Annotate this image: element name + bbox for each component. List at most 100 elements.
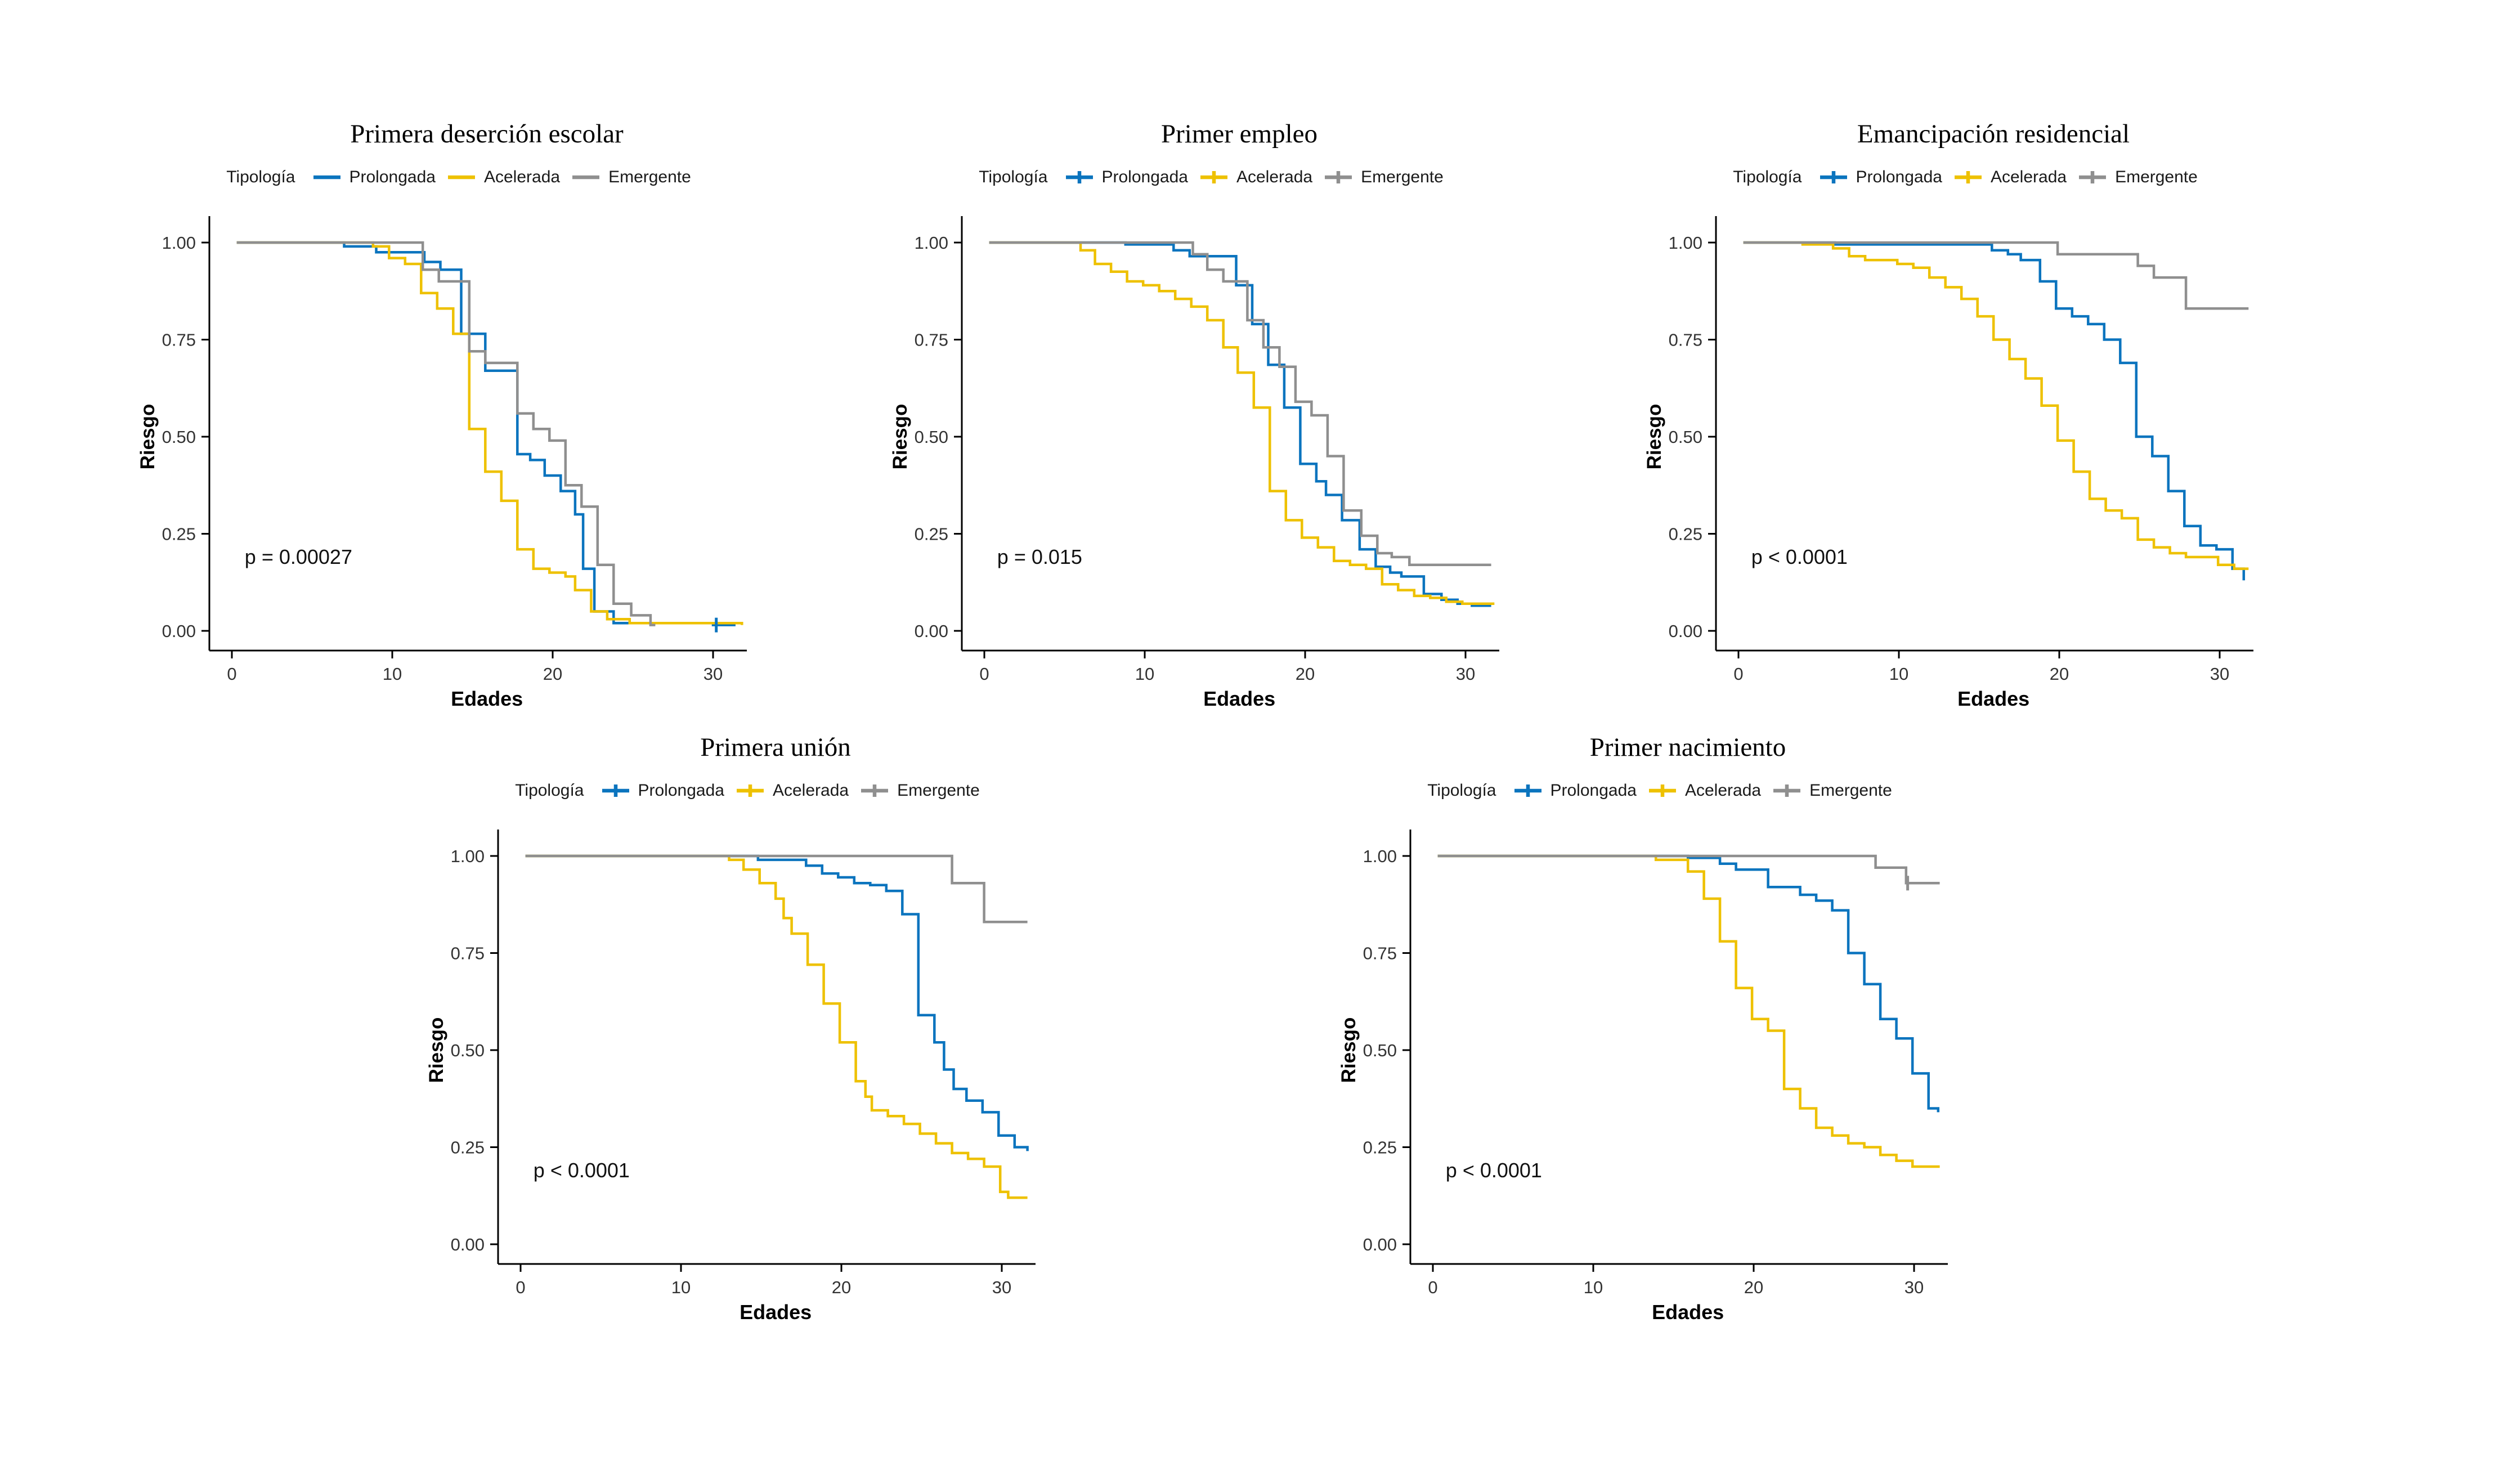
curve-prolongada bbox=[525, 854, 1029, 1151]
legend-title: Tipología bbox=[979, 168, 1048, 186]
curve-emergente bbox=[236, 241, 656, 626]
legend-entry-label: Emergente bbox=[1809, 781, 1892, 800]
y-tick-label: 0.25 bbox=[1363, 1138, 1397, 1158]
survival-plot: 1.00 0.75 0.50 0.25 0.00 0 10 20 30 Riesgo Edades p… bbox=[137, 216, 747, 710]
legend-key-line-cross-icon bbox=[1325, 171, 1352, 183]
legend: Tipología Prolongada Acelerada Emergente bbox=[1654, 165, 2277, 190]
y-tick-label: 0.25 bbox=[915, 524, 948, 544]
legend-key-line-icon bbox=[447, 175, 475, 180]
legend: Tipología Prolongada Acelerada Emergente bbox=[147, 165, 770, 190]
y-tick-label: 1.00 bbox=[915, 233, 948, 253]
x-tick-label: 30 bbox=[1456, 664, 1475, 684]
panel-primera-desercion-escolar: Primera deserción escolar Tipología Prol… bbox=[125, 113, 778, 727]
legend-key-line-icon bbox=[572, 175, 600, 180]
x-tick-label: 0 bbox=[516, 1277, 525, 1297]
y-tick-label: 0.75 bbox=[1669, 330, 1702, 350]
legend-item-emergente: Emergente bbox=[570, 168, 691, 187]
y-tick-label: 1.00 bbox=[1363, 846, 1397, 866]
legend-title: Tipología bbox=[1427, 781, 1496, 800]
y-tick-label: 0.50 bbox=[1669, 427, 1702, 447]
p-value-label: p < 0.0001 bbox=[1751, 545, 1848, 568]
legend-entry-label: Emergente bbox=[897, 781, 980, 800]
x-tick-label: 0 bbox=[227, 664, 236, 684]
x-tick-label: 10 bbox=[1889, 664, 1908, 684]
y-axis-title: Riesgo bbox=[1643, 404, 1665, 470]
curve-acelerada bbox=[1743, 241, 2249, 570]
y-tick-label: 0.50 bbox=[1363, 1041, 1397, 1060]
panel-title: Primer nacimiento bbox=[1589, 733, 1786, 762]
legend-items: Prolongada Acelerada Emergente bbox=[301, 168, 691, 187]
legend: Tipología Prolongada Acelerada Emergente bbox=[436, 778, 1059, 803]
y-tick-label: 0.25 bbox=[451, 1138, 485, 1158]
x-tick-label: 30 bbox=[992, 1277, 1011, 1297]
y-axis-title: Riesgo bbox=[137, 404, 159, 470]
y-tick-label: 0.00 bbox=[1669, 621, 1702, 641]
survival-plot: 1.00 0.75 0.50 0.25 0.00 0 10 20 30 Riesgo Edades p… bbox=[1338, 830, 1948, 1324]
legend-entry-label: Acelerada bbox=[1684, 781, 1762, 800]
survival-plot: 1.00 0.75 0.50 0.25 0.00 0 10 20 30 Riesgo Edades p… bbox=[425, 830, 1036, 1324]
y-axis-title: Riesgo bbox=[889, 404, 911, 470]
x-axis-title: Edades bbox=[1957, 687, 2029, 710]
x-tick-label: 0 bbox=[1428, 1277, 1437, 1297]
legend-entry-label: Emergente bbox=[2115, 168, 2198, 186]
legend-item-acelerada: Acelerada bbox=[1198, 168, 1312, 187]
legend-key-line-cross-icon bbox=[1648, 784, 1676, 797]
legend-entry-label: Emergente bbox=[1361, 168, 1444, 186]
curve-acelerada bbox=[989, 241, 1495, 605]
panel-emancipacion-residencial: Emancipación residencial Tipología Prolo… bbox=[1632, 113, 2284, 727]
y-tick-label: 0.00 bbox=[915, 621, 948, 641]
legend-key-line-cross-icon bbox=[1820, 171, 1847, 183]
x-tick-label: 10 bbox=[1584, 1277, 1603, 1297]
legend-entry-label: Acelerada bbox=[1990, 168, 2067, 186]
legend-title: Tipología bbox=[1733, 168, 1802, 186]
legend-entry-label: Prolongada bbox=[1856, 168, 1942, 186]
legend-title: Tipología bbox=[226, 168, 295, 186]
legend-item-emergente: Emergente bbox=[1771, 781, 1892, 800]
curve-prolongada bbox=[1437, 854, 1940, 1113]
x-axis-title: Edades bbox=[1203, 687, 1275, 710]
legend-entry-label: Emergente bbox=[608, 168, 691, 186]
y-tick-label: 0.75 bbox=[162, 330, 196, 350]
y-tick-label: 0.25 bbox=[1669, 524, 1702, 544]
legend-items: Prolongada Acelerada Emergente bbox=[1808, 168, 2198, 187]
p-value-label: p = 0.015 bbox=[997, 545, 1082, 568]
survival-plot: 1.00 0.75 0.50 0.25 0.00 0 10 20 30 Riesgo Edades p… bbox=[1643, 216, 2253, 710]
p-value-label: p < 0.0001 bbox=[534, 1159, 630, 1182]
x-tick-label: 20 bbox=[1296, 664, 1315, 684]
y-tick-label: 1.00 bbox=[451, 846, 485, 866]
y-tick-label: 0.50 bbox=[451, 1041, 485, 1060]
legend-items: Prolongada Acelerada Emergente bbox=[1502, 781, 1892, 800]
x-tick-label: 0 bbox=[979, 664, 989, 684]
panel-primer-empleo: Primer empleo Tipología Prolongada Aceler… bbox=[877, 113, 1530, 727]
curve-prolongada bbox=[236, 241, 736, 626]
y-tick-label: 0.75 bbox=[915, 330, 948, 350]
legend-key-line-cross-icon bbox=[1773, 784, 1801, 797]
p-value-label: p = 0.00027 bbox=[245, 545, 352, 568]
legend-key-line-cross-icon bbox=[1514, 784, 1541, 797]
curve-emergente bbox=[1437, 854, 1940, 885]
y-tick-label: 0.75 bbox=[451, 944, 485, 963]
x-tick-label: 30 bbox=[2210, 664, 2229, 684]
legend-item-acelerada: Acelerada bbox=[446, 168, 560, 187]
legend-title: Tipología bbox=[515, 781, 584, 800]
legend-entry-label: Prolongada bbox=[349, 168, 436, 186]
legend-item-prolongada: Prolongada bbox=[311, 168, 436, 187]
legend-entry-label: Acelerada bbox=[772, 781, 849, 800]
x-axis-title: Edades bbox=[1652, 1301, 1724, 1324]
legend-entry-label: Acelerada bbox=[483, 168, 561, 186]
legend-key-line-cross-icon bbox=[861, 784, 889, 797]
y-tick-label: 0.50 bbox=[915, 427, 948, 447]
panel-title: Primera deserción escolar bbox=[350, 119, 624, 149]
curve-acelerada bbox=[1437, 854, 1940, 1168]
curve-emergente bbox=[525, 854, 1028, 923]
legend-entry-label: Prolongada bbox=[1101, 168, 1188, 186]
x-tick-label: 10 bbox=[1135, 664, 1154, 684]
legend-item-prolongada: Prolongada bbox=[600, 781, 724, 800]
legend: Tipología Prolongada Acelerada Emergente bbox=[1348, 778, 1971, 803]
p-value-label: p < 0.0001 bbox=[1446, 1159, 1542, 1182]
x-tick-label: 30 bbox=[1904, 1277, 1924, 1297]
legend-items: Prolongada Acelerada Emergente bbox=[1054, 168, 1444, 187]
x-tick-label: 20 bbox=[543, 664, 562, 684]
panel-title: Primera unión bbox=[700, 733, 851, 762]
